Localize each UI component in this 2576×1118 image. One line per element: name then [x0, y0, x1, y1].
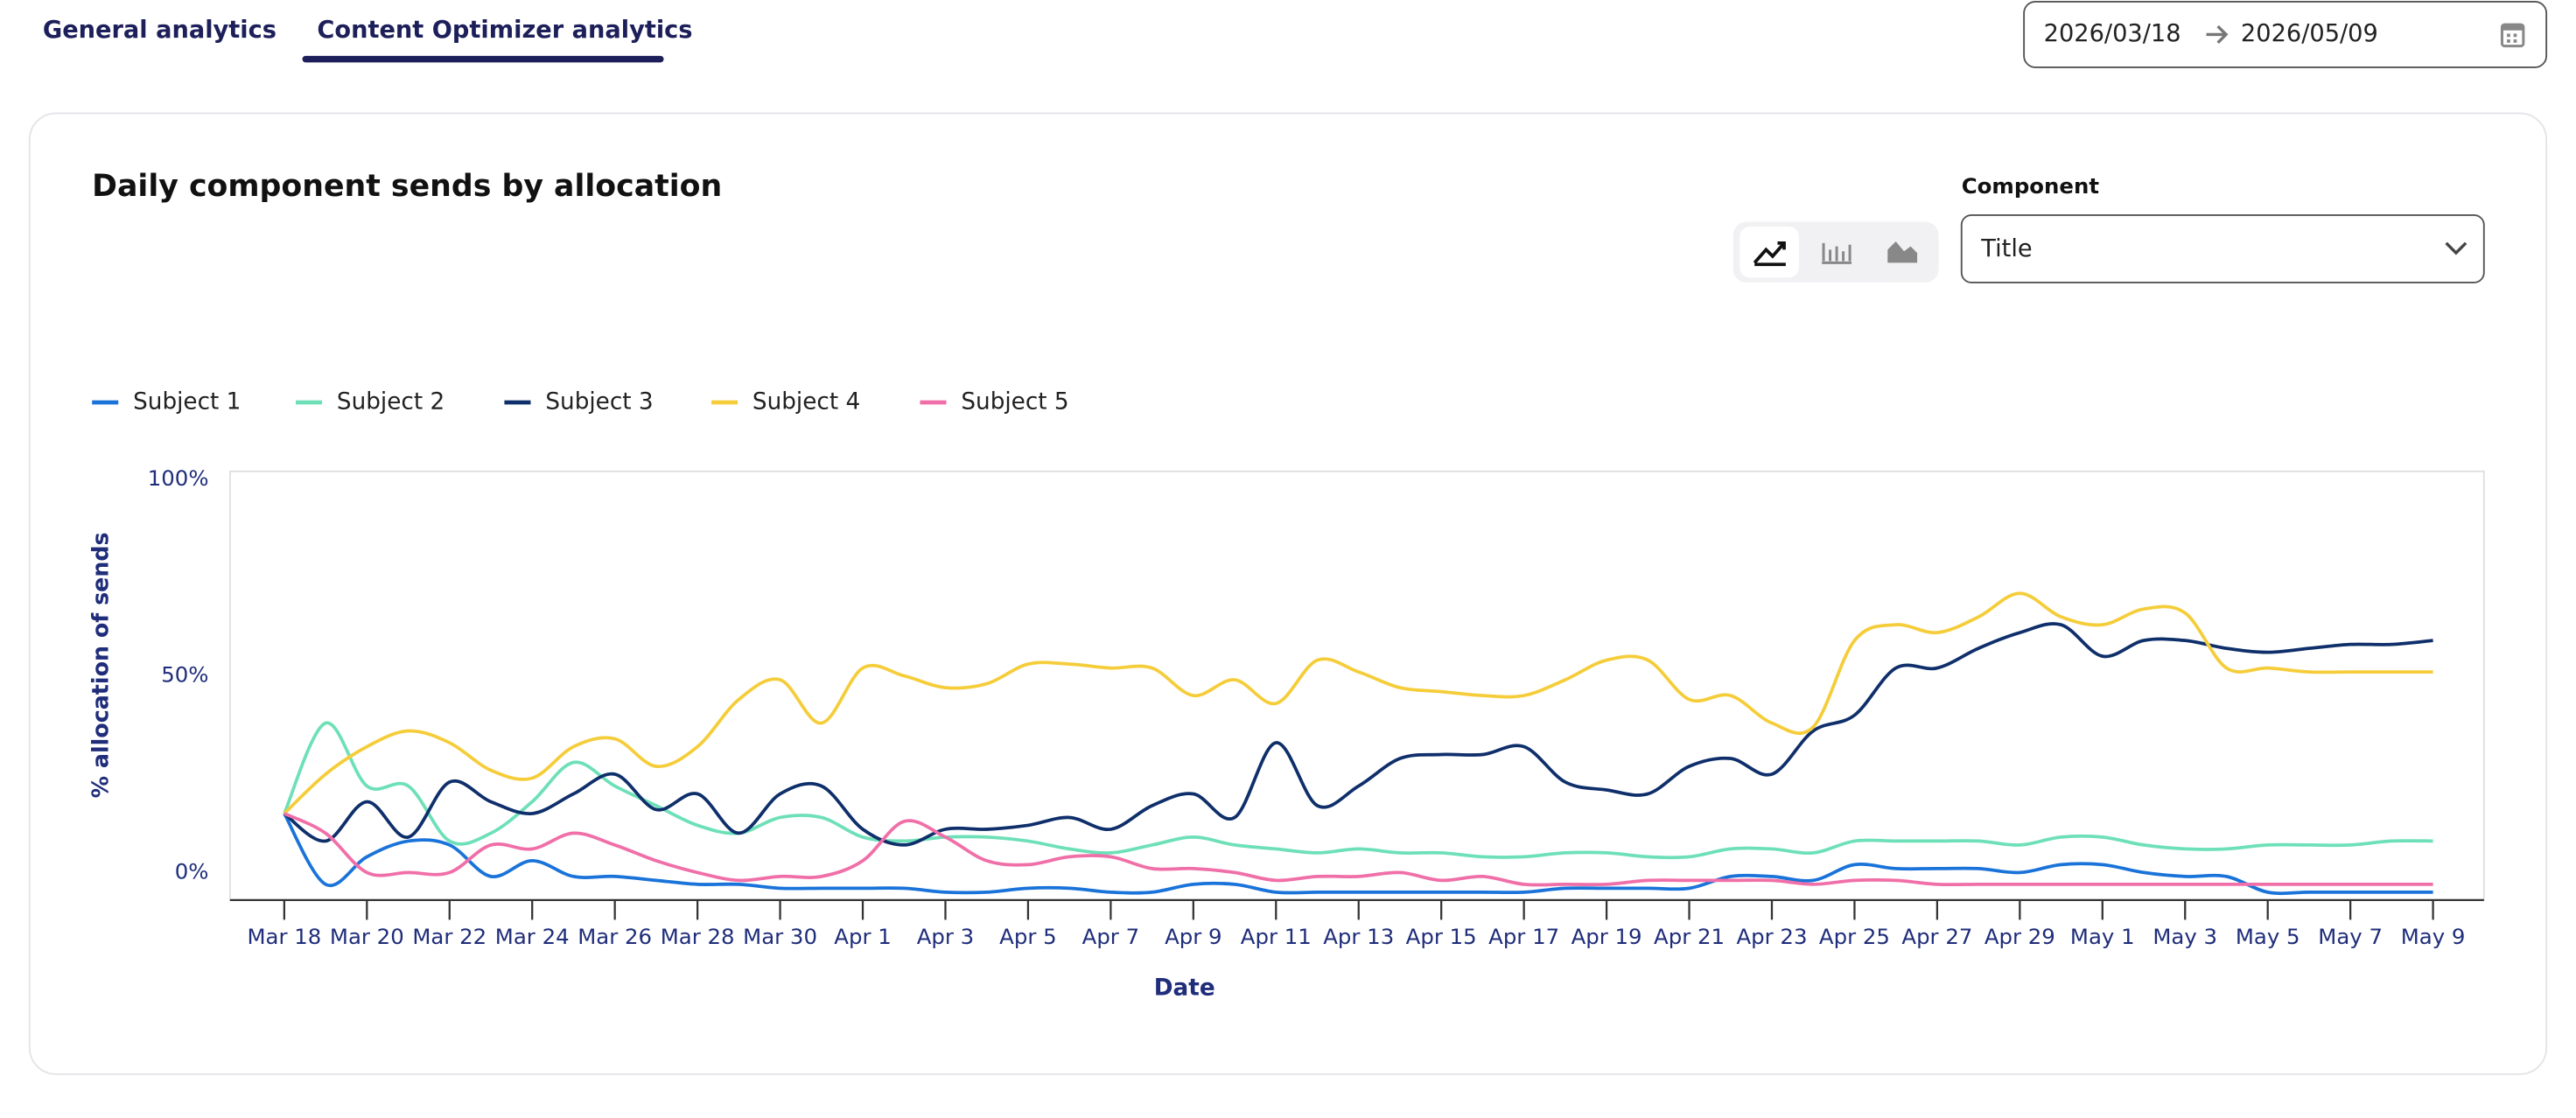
x-tick-label: May 7: [2318, 924, 2383, 949]
x-tick-label: Apr 9: [1165, 924, 1222, 949]
date-range[interactable]: [2023, 0, 2548, 68]
x-tick-label: Apr 7: [1082, 924, 1139, 949]
x-tick-label: Apr 1: [834, 924, 891, 949]
x-tick-label: Mar 22: [412, 924, 486, 949]
bar-chart-icon[interactable]: [1822, 242, 1852, 264]
series-line: [283, 813, 2433, 896]
legend-label: Subject 2: [337, 388, 444, 415]
x-tick-label: Mar 18: [247, 924, 321, 949]
x-tick-label: Apr 29: [1984, 924, 2055, 949]
y-tick-label: 0%: [175, 858, 209, 884]
legend-label: Subject 1: [133, 388, 241, 415]
tab[interactable]: General analytics: [43, 17, 276, 44]
card: [28, 112, 2548, 1075]
x-tick-label: Apr 11: [1241, 924, 1312, 949]
x-tick-label: Apr 19: [1572, 924, 1642, 949]
legend-label: Subject 5: [961, 388, 1068, 415]
calendar-icon[interactable]: [2500, 23, 2525, 48]
x-tick-label: Apr 21: [1654, 924, 1725, 949]
x-tick-label: Apr 13: [1323, 924, 1394, 949]
y-tick-label: 50%: [161, 662, 208, 688]
x-tick-label: May 3: [2152, 924, 2217, 949]
area-chart-icon[interactable]: [1887, 241, 1918, 263]
x-tick-label: Apr 27: [1901, 924, 1972, 949]
series-line: [283, 591, 2433, 815]
series-line: [284, 812, 2433, 887]
arrow-icon: [2206, 24, 2229, 45]
x-tick-label: May 1: [2070, 924, 2135, 949]
x-tick-label: Mar 30: [743, 924, 817, 949]
tab-active[interactable]: Content Optimizer analytics: [317, 17, 692, 44]
x-tick-label: Mar 24: [495, 924, 570, 949]
x-tick-label: Apr 5: [999, 924, 1056, 949]
legend-label: Subject 3: [545, 388, 653, 415]
series-line: [283, 622, 2433, 847]
x-tick-label: Apr 23: [1736, 924, 1807, 949]
chart-title: Daily component sends by allocation: [92, 169, 722, 204]
x-tick-label: Apr 25: [1819, 924, 1890, 949]
select-label: Component: [1962, 173, 2100, 199]
legend-label: Subject 4: [752, 388, 860, 415]
date-end: 2026/05/09: [2241, 20, 2378, 47]
tab-underline: [302, 55, 664, 63]
x-axis-title: Date: [1154, 975, 1215, 1002]
series-line: [283, 721, 2433, 860]
component-select[interactable]: [1960, 214, 2485, 283]
y-tick-label: 100%: [148, 465, 209, 491]
y-axis-title: % allocation of sends: [87, 532, 113, 798]
x-tick-label: Mar 20: [330, 924, 404, 949]
x-tick-label: Mar 28: [661, 924, 735, 949]
x-tick-label: Mar 26: [578, 924, 652, 949]
select-value: Title: [1980, 235, 2032, 262]
x-tick-label: Apr 3: [917, 924, 974, 949]
line-chart-icon: [1753, 241, 1786, 267]
x-tick-label: Apr 15: [1406, 924, 1477, 949]
x-tick-label: May 5: [2236, 924, 2300, 949]
chevron: [2445, 241, 2468, 255]
date-start: 2026/03/18: [2044, 20, 2181, 47]
x-tick-label: Apr 17: [1488, 924, 1559, 949]
x-tick-label: May 9: [2401, 924, 2466, 949]
